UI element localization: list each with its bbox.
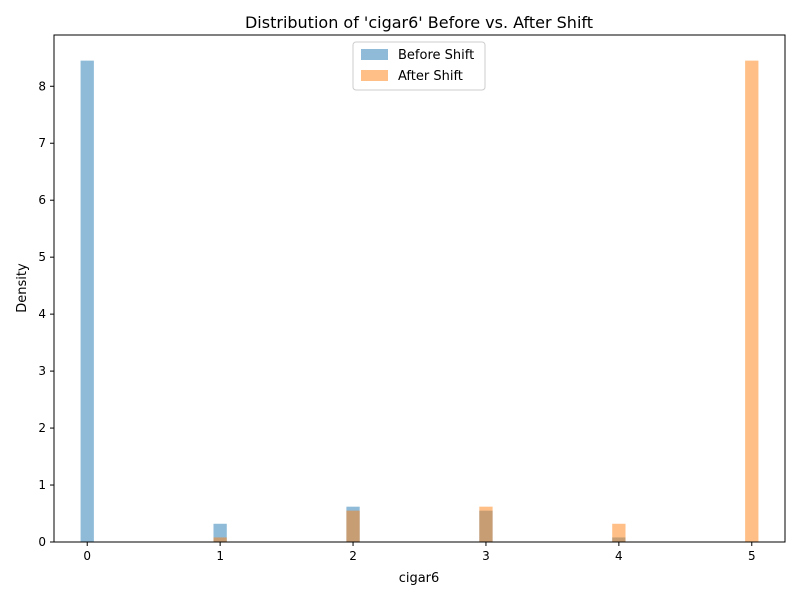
bar-after-shift-1 xyxy=(213,537,227,542)
chart-title: Distribution of 'cigar6' Before vs. Afte… xyxy=(245,13,593,32)
y-tick-label: 7 xyxy=(38,136,46,150)
legend: Before Shift After Shift xyxy=(352,41,486,91)
bar-after-shift-2 xyxy=(346,510,360,542)
y-axis-ticks: 0 1 2 3 4 5 6 7 8 xyxy=(38,79,54,549)
x-tick-label: 1 xyxy=(216,549,224,563)
y-tick-label: 5 xyxy=(38,250,46,264)
bar-after-shift-3 xyxy=(479,506,493,542)
y-tick-label: 2 xyxy=(38,421,46,435)
y-tick-label: 8 xyxy=(38,79,46,93)
legend-label-before-shift: Before Shift xyxy=(398,48,474,63)
legend-swatch-before-shift xyxy=(361,49,388,60)
bars-layer xyxy=(80,60,759,542)
x-axis-ticks: 0 1 2 3 4 5 xyxy=(83,542,756,563)
x-tick-label: 3 xyxy=(482,549,490,563)
x-axis-label: cigar6 xyxy=(399,571,440,586)
x-tick-label: 2 xyxy=(349,549,357,563)
plot-frame xyxy=(53,34,786,543)
y-tick-label: 3 xyxy=(38,364,46,378)
bar-after-shift-4 xyxy=(612,523,626,542)
y-axis-label: Density xyxy=(15,263,30,313)
legend-label-after-shift: After Shift xyxy=(398,69,463,84)
x-tick-label: 5 xyxy=(748,549,756,563)
y-tick-label: 4 xyxy=(38,307,46,321)
bar-after-shift-5 xyxy=(745,60,759,542)
x-tick-label: 4 xyxy=(615,549,623,563)
y-tick-label: 0 xyxy=(38,535,46,549)
bar-before-shift-0 xyxy=(80,60,94,542)
y-tick-label: 6 xyxy=(38,193,46,207)
y-tick-label: 1 xyxy=(38,478,46,492)
legend-swatch-after-shift xyxy=(361,70,388,81)
x-tick-label: 0 xyxy=(83,549,91,563)
